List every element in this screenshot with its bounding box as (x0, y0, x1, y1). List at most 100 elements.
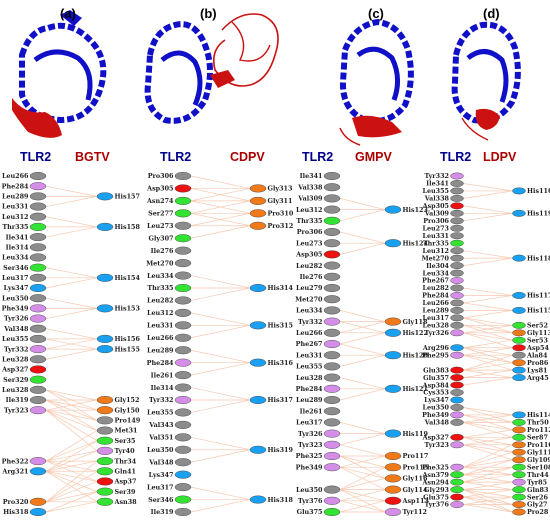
tlr2-header: TLR2 (440, 150, 471, 164)
residue-node (512, 411, 526, 419)
tlr2-residue-label: Tyr332 (425, 172, 449, 180)
ligand-residue-label: His316 (268, 359, 294, 367)
ligand-residue-label: Gly118 (403, 318, 428, 326)
interaction-line (463, 451, 513, 468)
tlr2-residue-label: Leu334 (422, 269, 449, 277)
tlr2-residue-label: Phe349 (296, 463, 323, 471)
residue-node (96, 396, 114, 405)
interaction-line (45, 389, 98, 421)
ligand-residue-label: Gly109 (527, 456, 550, 464)
tlr2-residue-label: Asn294 (421, 478, 449, 486)
panel-label-d: (d) (483, 6, 500, 21)
residue-node (450, 344, 464, 352)
ligand-residue-label: His115 (527, 307, 550, 315)
tlr2-residue-label: Tyr326 (4, 315, 29, 323)
residue-node (512, 456, 526, 464)
tlr2-residue-label: Tyr326 (298, 430, 323, 438)
ligand-residue-label: His314 (268, 284, 294, 292)
tlr2-residue-label: Leu266 (147, 334, 174, 342)
tlr2-residue-label: Leu312 (2, 213, 29, 221)
interaction-line (45, 328, 98, 340)
ligand-residue-label: Asp113 (402, 497, 430, 505)
tlr2-residue-label: Phe325 (422, 463, 449, 471)
ligand-residue-label: Gly114 (403, 486, 428, 494)
residue-node (450, 486, 464, 493)
interaction-line (45, 389, 98, 401)
ligand-residue-label: His153 (115, 305, 141, 313)
residue-node (29, 457, 47, 466)
ligand-residue-label: His154 (115, 274, 141, 282)
interaction-line (45, 460, 98, 482)
interaction-line (45, 460, 98, 472)
tlr2-residue-label: Asp384 (422, 381, 450, 389)
ligand-residue-label: His317 (268, 396, 293, 404)
residue-node (323, 261, 341, 270)
residue-node (323, 295, 341, 304)
residue-node (96, 416, 114, 425)
tlr2-residue-label: Phe349 (422, 411, 449, 419)
residue-node (96, 192, 114, 201)
interaction-line (339, 500, 386, 513)
interaction-line (190, 200, 251, 214)
interaction-line (45, 470, 98, 492)
tlr2-residue-label: Leu282 (422, 284, 449, 292)
interaction-line (45, 470, 98, 482)
residue-node (512, 448, 526, 456)
interaction-line (45, 308, 98, 319)
residue-node (450, 224, 464, 232)
residue-node (323, 340, 341, 349)
ligand-residue-label: His124 (403, 239, 429, 247)
interaction-line (463, 257, 513, 266)
interaction-line (463, 489, 513, 505)
tlr2-residue-label: Leu312 (422, 247, 449, 255)
residue-node (450, 381, 464, 389)
tlr2-residue-label: Leu331 (147, 322, 174, 330)
residue-node (450, 329, 464, 337)
interaction-line (463, 422, 513, 438)
residue-node (174, 271, 192, 280)
interaction-line (339, 478, 386, 490)
residue-node (512, 187, 526, 195)
interaction-line (463, 422, 513, 431)
tlr2-residue-label: Leu328 (2, 355, 29, 363)
residue-node (174, 308, 192, 317)
interaction-line (190, 399, 251, 413)
tlr2-residue-label: Val348 (424, 419, 450, 427)
tlr2-residue-label: Leu350 (2, 294, 29, 302)
ligand-residue-label: Gly313 (268, 185, 293, 193)
interaction-line (190, 324, 251, 339)
ligand-residue-label: His114 (527, 411, 550, 419)
tlr2-residue-label: Leu266 (296, 329, 323, 337)
residue-node (174, 483, 192, 492)
tlr2-residue-label: Ile314 (151, 384, 174, 392)
residue-node (512, 418, 526, 426)
residue-node (174, 470, 192, 479)
tlr2-residue-label: Leu289 (296, 396, 323, 404)
residue-node (96, 446, 114, 455)
residue-node (174, 321, 192, 330)
tlr2-residue-label: Leu355 (422, 187, 449, 195)
residue-node (323, 429, 341, 438)
tlr2-residue-label: Leu350 (422, 404, 449, 412)
residue-node (450, 374, 464, 381)
ligand-residue-label: Pro312 (268, 222, 294, 230)
residue-node (450, 321, 464, 329)
residue-node (29, 202, 47, 211)
residue-node (450, 262, 464, 269)
tlr2-residue-label: Phe284 (296, 385, 323, 393)
interaction-line (190, 362, 251, 376)
interaction-line (463, 489, 513, 513)
tlr2-residue-label: Leu282 (147, 297, 174, 305)
ligand-residue-label: Thr44 (527, 471, 549, 479)
interaction-line (339, 489, 386, 513)
tlr2-residue-label: Leu331 (296, 351, 323, 359)
tlr2-residue-label: Met270 (146, 259, 174, 267)
residue-node (450, 396, 464, 404)
residue-node (249, 196, 267, 205)
residue-node (450, 441, 464, 449)
residue-node (174, 209, 192, 218)
residue-node (323, 250, 341, 259)
tlr2-residue-label: Thr335 (423, 239, 449, 247)
panel-d-interactions: TLR2 LDPVTyr332Ile341Leu355Val338Asp305Va… (421, 150, 550, 516)
ligand-header: LDPV (483, 150, 517, 164)
